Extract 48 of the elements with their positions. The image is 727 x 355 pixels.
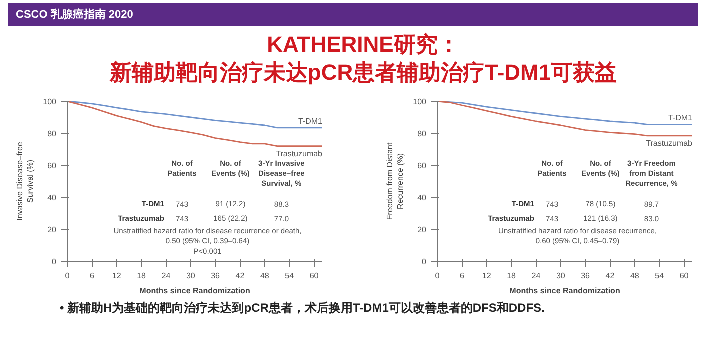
line-series [68, 102, 322, 147]
x-tick-label: 24 [162, 272, 172, 280]
x-tick-label: 60 [680, 272, 690, 280]
x-tick-label: 54 [655, 272, 665, 280]
x-axis-title: Months since Randomization [140, 286, 250, 296]
y-tick-label: 100 [413, 98, 428, 106]
x-tick-label: 6 [460, 272, 465, 280]
chart-subtitle: 新辅助靶向治疗未达pCR患者辅助治疗T-DM1可获益 [110, 60, 618, 84]
x-tick-label: 6 [90, 272, 95, 280]
y-tick-label: 60 [48, 162, 58, 170]
x-tick-label: 42 [606, 272, 616, 280]
x-tick-label: 54 [285, 272, 295, 280]
y-tick-label: 80 [48, 130, 58, 138]
y-tick-label: 20 [48, 226, 58, 234]
x-tick-label: 36 [211, 272, 221, 280]
y-tick-label: 20 [418, 226, 428, 234]
text: • 新辅助H为基础的靶向治疗未达到pCR患者，术后换用T-DM1可以改善患者的DFS和DDFS. [59, 300, 545, 317]
series-label: T-DM1 [668, 114, 694, 123]
x-tick-label: 42 [236, 272, 246, 280]
y-tick-label: 0 [52, 258, 58, 266]
text: CSCO 乳腺癌指南 2020 [8, 3, 698, 26]
y-tick-label: 40 [418, 194, 428, 202]
y-tick-label: 0 [422, 258, 428, 266]
x-tick-label: 36 [581, 272, 591, 280]
x-tick-label: 60 [310, 272, 320, 280]
x-tick-label: 12 [112, 272, 122, 280]
x-tick-label: 24 [532, 272, 542, 280]
series-label: Trastuzumab [646, 138, 694, 148]
y-tick-label: 100 [43, 98, 58, 106]
series-label: Trastuzumab [276, 149, 324, 158]
x-axis-title: Months since Randomization [510, 286, 620, 296]
line-series [438, 102, 692, 137]
x-tick-label: 18 [137, 272, 147, 280]
x-tick-label: 30 [186, 272, 196, 280]
chart-title: KATHERINE研究： [267, 32, 460, 57]
x-tick-label: 18 [507, 272, 517, 280]
x-tick-label: 12 [482, 272, 492, 280]
y-axis-title: Freedom from Distant Recurrence (%) [385, 142, 406, 220]
x-tick-label: 48 [630, 272, 640, 280]
y-tick-label: 40 [48, 194, 58, 202]
y-tick-label: 80 [418, 130, 428, 138]
series-label: T-DM1 [298, 116, 324, 126]
x-tick-label: 0 [65, 272, 70, 280]
x-tick-label: 30 [556, 272, 566, 280]
x-tick-label: 48 [260, 272, 270, 280]
x-tick-label: 0 [435, 272, 440, 280]
y-axis-title: Invasive Disease–free Survival (%) [15, 142, 36, 221]
y-tick-label: 60 [418, 162, 428, 170]
